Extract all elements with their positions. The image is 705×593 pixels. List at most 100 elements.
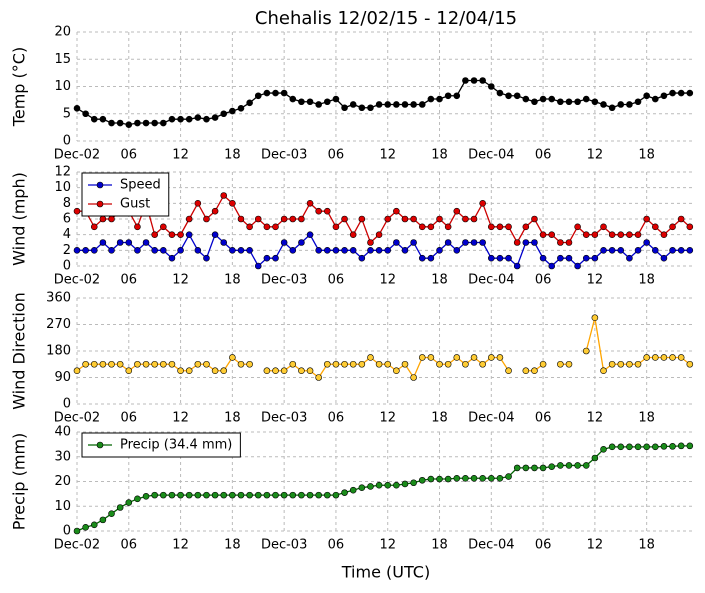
y-tick-label: 8 <box>63 196 71 211</box>
data-point <box>324 247 331 254</box>
data-point <box>246 99 253 107</box>
data-point <box>90 521 98 529</box>
data-point <box>125 367 133 375</box>
data-point <box>574 262 581 270</box>
data-point <box>548 95 556 103</box>
data-point <box>634 360 642 368</box>
x-tick-label: 18 <box>638 273 655 288</box>
data-point <box>617 443 625 451</box>
data-point <box>99 215 107 223</box>
data-point <box>142 239 150 246</box>
y-tick-label: 0 <box>63 397 71 412</box>
data-point <box>600 101 607 108</box>
data-point <box>565 360 573 368</box>
y-tick-label: 360 <box>46 291 71 306</box>
data-point <box>505 92 512 100</box>
data-point <box>229 200 236 207</box>
data-point <box>582 231 590 238</box>
y-tick-label: 270 <box>46 317 71 332</box>
data-point <box>367 247 374 254</box>
x-tick-label: 12 <box>587 411 604 426</box>
data-point <box>116 504 124 511</box>
data-point <box>660 254 668 262</box>
data-point <box>315 374 322 381</box>
data-point <box>565 254 573 262</box>
data-point <box>608 231 616 238</box>
data-point <box>505 254 512 262</box>
data-point <box>418 354 426 361</box>
data-point <box>479 77 486 84</box>
x-tick-label: 06 <box>121 411 138 426</box>
data-point <box>90 223 98 231</box>
data-point <box>108 510 115 517</box>
data-point <box>116 239 124 246</box>
data-point <box>548 231 556 238</box>
x-tick-label: 06 <box>535 538 552 553</box>
x-tick-label: 12 <box>587 148 604 163</box>
data-point <box>539 231 547 238</box>
data-point <box>298 491 305 499</box>
data-point <box>418 223 426 231</box>
data-point <box>229 247 236 254</box>
data-point <box>73 527 81 535</box>
data-point <box>669 223 676 231</box>
data-point <box>591 231 599 238</box>
data-point <box>375 247 383 254</box>
data-point <box>634 247 642 254</box>
data-point <box>591 98 599 106</box>
data-point <box>90 115 98 123</box>
data-point <box>522 464 530 472</box>
data-point <box>677 354 685 361</box>
data-point <box>651 354 659 361</box>
data-point <box>643 239 650 246</box>
x-tick-label: 06 <box>328 273 345 288</box>
data-point <box>600 367 607 375</box>
x-tick-label: 18 <box>431 273 448 288</box>
x-tick-label: 12 <box>379 148 396 163</box>
data-point <box>686 247 694 254</box>
data-point <box>470 239 478 246</box>
data-point <box>643 354 650 361</box>
data-point <box>565 462 573 469</box>
data-point <box>617 231 625 238</box>
data-point <box>531 98 538 106</box>
data-point <box>324 360 331 368</box>
x-tick-label: 06 <box>535 273 552 288</box>
data-point <box>557 98 564 106</box>
data-point <box>203 254 210 262</box>
data-point <box>393 239 400 246</box>
data-point <box>410 215 417 223</box>
legend-marker <box>96 441 104 449</box>
data-point <box>608 360 616 368</box>
data-point <box>134 495 141 503</box>
data-point <box>324 98 331 106</box>
data-point <box>626 231 633 238</box>
data-point <box>73 105 81 112</box>
data-point <box>194 200 202 207</box>
data-point <box>462 77 469 84</box>
data-point <box>522 239 530 246</box>
data-point <box>324 491 331 499</box>
data-point <box>99 360 107 368</box>
data-point <box>617 360 625 368</box>
data-point <box>306 231 314 238</box>
data-point <box>211 207 219 215</box>
data-point <box>557 239 564 246</box>
data-point <box>203 115 210 123</box>
data-point <box>436 215 443 223</box>
data-point <box>651 247 659 254</box>
data-point <box>349 247 357 254</box>
y-tick-label: 40 <box>54 425 71 440</box>
data-point <box>384 481 392 489</box>
data-point <box>427 354 435 361</box>
data-point <box>531 239 538 246</box>
data-point <box>194 114 202 121</box>
data-point <box>280 89 288 97</box>
data-point <box>488 254 495 262</box>
data-point <box>479 474 486 482</box>
data-point <box>505 223 512 231</box>
data-point <box>410 101 417 108</box>
x-tick-label: 06 <box>121 538 138 553</box>
x-tick-label: 12 <box>172 273 189 288</box>
data-point <box>229 491 236 499</box>
